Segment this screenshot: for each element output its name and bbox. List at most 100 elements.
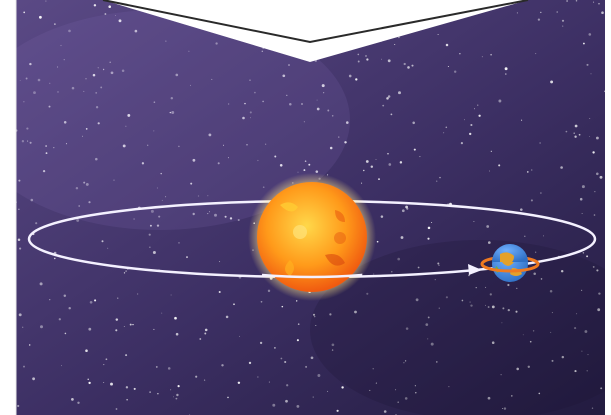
star — [297, 323, 300, 325]
star — [174, 316, 177, 320]
star — [357, 53, 360, 56]
star — [68, 29, 71, 33]
star — [382, 104, 385, 107]
star — [591, 407, 594, 409]
star — [524, 235, 526, 238]
star — [589, 135, 591, 137]
star — [248, 361, 252, 365]
star — [490, 150, 492, 152]
star — [133, 218, 135, 220]
star — [133, 387, 136, 390]
star — [262, 186, 265, 189]
star — [28, 344, 31, 346]
star — [161, 312, 163, 314]
star — [297, 171, 299, 173]
star — [274, 347, 276, 349]
star — [439, 176, 441, 179]
star — [313, 315, 316, 318]
star — [217, 162, 220, 165]
star — [284, 360, 287, 364]
star — [265, 143, 267, 145]
star — [296, 404, 300, 408]
star — [71, 86, 75, 90]
star — [85, 182, 89, 186]
star — [535, 251, 537, 253]
star — [88, 201, 91, 204]
star — [125, 354, 128, 357]
star — [125, 125, 127, 127]
star — [32, 377, 36, 381]
star — [415, 392, 417, 394]
star — [419, 156, 421, 158]
star — [372, 368, 374, 370]
star — [147, 144, 149, 146]
star — [470, 123, 473, 127]
star — [170, 389, 172, 391]
star — [237, 381, 241, 385]
star — [348, 74, 352, 78]
star — [101, 240, 104, 243]
star — [150, 209, 154, 213]
star — [117, 297, 119, 299]
star — [366, 58, 369, 61]
star — [274, 155, 277, 158]
star — [316, 99, 318, 101]
star — [308, 163, 311, 166]
star — [427, 226, 431, 230]
star — [539, 142, 541, 144]
star — [57, 91, 59, 93]
star — [329, 146, 333, 150]
star — [581, 213, 583, 214]
star — [167, 367, 171, 370]
star — [303, 169, 306, 172]
star — [460, 142, 463, 145]
star — [219, 261, 221, 263]
star — [576, 313, 578, 315]
star — [590, 73, 592, 75]
star — [530, 199, 533, 202]
star — [225, 315, 229, 319]
star — [204, 328, 208, 332]
star — [369, 389, 371, 391]
star — [550, 80, 554, 84]
star — [487, 306, 490, 308]
star — [491, 341, 495, 344]
star — [233, 303, 235, 306]
star — [282, 74, 286, 78]
star — [153, 328, 155, 330]
star — [260, 300, 263, 303]
star — [310, 356, 314, 360]
star — [227, 396, 229, 399]
star — [195, 375, 198, 378]
star — [370, 165, 374, 168]
star — [579, 197, 583, 201]
star — [593, 1, 595, 3]
star — [498, 164, 501, 167]
star — [331, 349, 334, 351]
star — [39, 15, 42, 19]
star — [560, 166, 563, 169]
star — [221, 364, 224, 367]
star — [580, 289, 583, 292]
star — [381, 58, 382, 60]
star — [357, 60, 360, 63]
star — [593, 214, 596, 216]
star — [581, 185, 585, 189]
star — [473, 220, 475, 223]
star — [505, 73, 507, 75]
star — [412, 121, 415, 125]
star — [305, 365, 308, 368]
star — [155, 365, 158, 368]
star — [522, 334, 524, 336]
star — [49, 299, 51, 301]
star — [562, 25, 564, 27]
star — [415, 298, 419, 302]
star — [178, 242, 180, 244]
star — [543, 235, 544, 237]
star — [208, 211, 210, 213]
star — [40, 325, 43, 329]
star — [399, 161, 403, 164]
star — [507, 283, 510, 287]
star — [280, 357, 283, 360]
star — [218, 290, 221, 294]
